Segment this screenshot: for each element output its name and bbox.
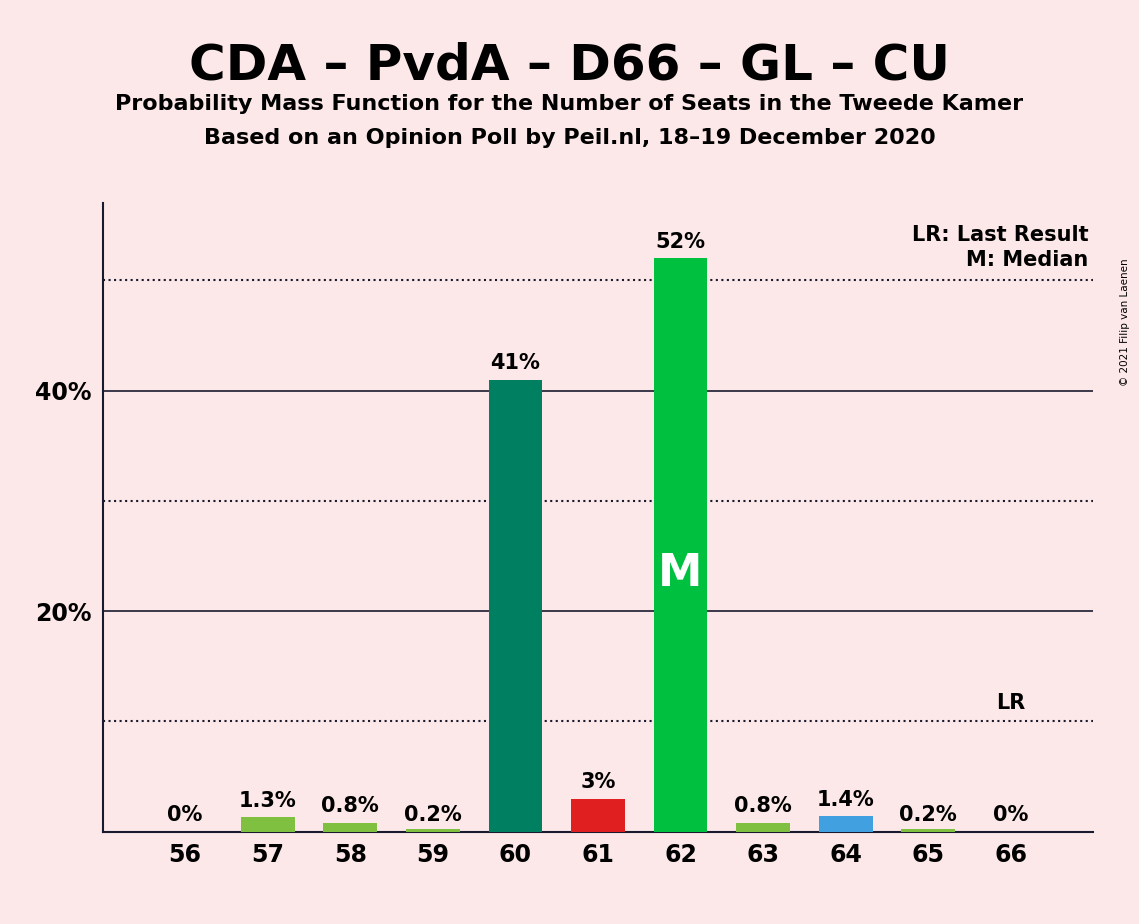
Text: LR: LR bbox=[997, 693, 1025, 712]
Text: 0%: 0% bbox=[167, 805, 203, 825]
Text: © 2021 Filip van Laenen: © 2021 Filip van Laenen bbox=[1120, 259, 1130, 386]
Text: 52%: 52% bbox=[656, 232, 705, 251]
Bar bbox=[654, 259, 707, 832]
Text: 0.2%: 0.2% bbox=[404, 805, 461, 825]
Bar bbox=[323, 822, 377, 832]
Text: Based on an Opinion Poll by Peil.nl, 18–19 December 2020: Based on an Opinion Poll by Peil.nl, 18–… bbox=[204, 128, 935, 148]
Bar bbox=[571, 798, 625, 832]
Text: 1.4%: 1.4% bbox=[817, 789, 875, 809]
Text: M: M bbox=[658, 553, 703, 595]
Text: LR: Last Result: LR: Last Result bbox=[912, 225, 1089, 245]
Text: 41%: 41% bbox=[491, 353, 540, 373]
Text: 0.2%: 0.2% bbox=[900, 805, 957, 825]
Bar bbox=[240, 817, 295, 832]
Text: 0%: 0% bbox=[993, 805, 1029, 825]
Text: 3%: 3% bbox=[580, 772, 616, 792]
Bar bbox=[405, 830, 460, 832]
Text: 1.3%: 1.3% bbox=[239, 791, 296, 810]
Text: Probability Mass Function for the Number of Seats in the Tweede Kamer: Probability Mass Function for the Number… bbox=[115, 94, 1024, 115]
Bar bbox=[901, 830, 956, 832]
Text: CDA – PvdA – D66 – GL – CU: CDA – PvdA – D66 – GL – CU bbox=[189, 42, 950, 90]
Bar bbox=[819, 816, 872, 832]
Text: M: Median: M: Median bbox=[966, 250, 1089, 271]
Bar bbox=[736, 822, 790, 832]
Text: 0.8%: 0.8% bbox=[735, 796, 792, 816]
Text: 0.8%: 0.8% bbox=[321, 796, 379, 816]
Bar bbox=[489, 380, 542, 832]
